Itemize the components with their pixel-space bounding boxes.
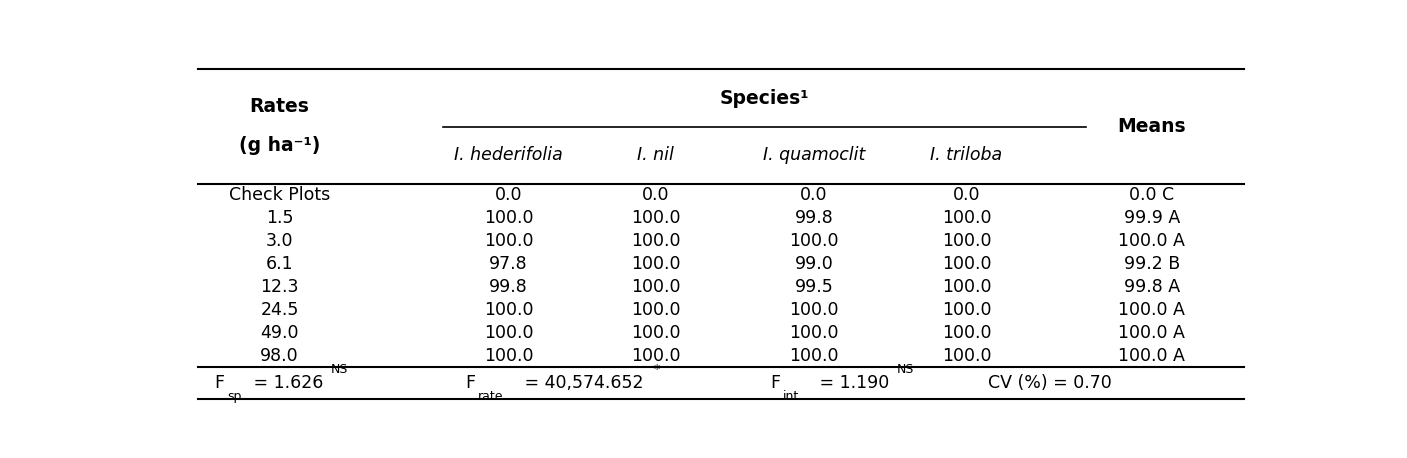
Text: 100.0: 100.0 <box>484 232 533 250</box>
Text: 100.0: 100.0 <box>941 255 991 273</box>
Text: I. triloba: I. triloba <box>930 147 1003 164</box>
Text: 0.0: 0.0 <box>953 186 981 204</box>
Text: I. hederifolia: I. hederifolia <box>454 147 563 164</box>
Text: 6.1: 6.1 <box>266 255 293 273</box>
Text: 100.0: 100.0 <box>484 301 533 319</box>
Text: 100.0: 100.0 <box>630 255 681 273</box>
Text: 99.0: 99.0 <box>795 255 833 273</box>
Text: I. quamoclit: I. quamoclit <box>763 147 865 164</box>
Text: 100.0: 100.0 <box>941 209 991 227</box>
Text: 100.0: 100.0 <box>630 324 681 342</box>
Text: 100.0: 100.0 <box>630 301 681 319</box>
Text: F: F <box>214 374 224 392</box>
Text: 0.0: 0.0 <box>495 186 522 204</box>
Text: 100.0: 100.0 <box>941 324 991 342</box>
Text: 100.0: 100.0 <box>941 347 991 365</box>
Text: sp: sp <box>227 390 242 403</box>
Text: *: * <box>654 363 660 376</box>
Text: rate: rate <box>478 390 504 403</box>
Text: 99.5: 99.5 <box>795 278 833 296</box>
Text: 49.0: 49.0 <box>260 324 298 342</box>
Text: 3.0: 3.0 <box>266 232 293 250</box>
Text: Means: Means <box>1117 117 1186 136</box>
Text: 100.0 A: 100.0 A <box>1119 301 1185 319</box>
Text: (g ha⁻¹): (g ha⁻¹) <box>239 136 321 155</box>
Text: I. nil: I. nil <box>637 147 674 164</box>
Text: 100.0: 100.0 <box>789 347 839 365</box>
Text: 100.0: 100.0 <box>789 232 839 250</box>
Text: = 40,574.652: = 40,574.652 <box>519 374 644 392</box>
Text: 1.5: 1.5 <box>266 209 293 227</box>
Text: CV (%) = 0.70: CV (%) = 0.70 <box>988 374 1112 392</box>
Text: 99.8: 99.8 <box>490 278 528 296</box>
Text: 100.0 A: 100.0 A <box>1119 347 1185 365</box>
Text: 100.0: 100.0 <box>789 324 839 342</box>
Text: 12.3: 12.3 <box>260 278 298 296</box>
Text: 100.0: 100.0 <box>630 278 681 296</box>
Text: 0.0 C: 0.0 C <box>1130 186 1175 204</box>
Text: 100.0: 100.0 <box>941 301 991 319</box>
Text: 97.8: 97.8 <box>490 255 528 273</box>
Text: Rates: Rates <box>249 98 310 116</box>
Text: 100.0: 100.0 <box>484 324 533 342</box>
Text: 100.0: 100.0 <box>484 347 533 365</box>
Text: 100.0: 100.0 <box>630 232 681 250</box>
Text: 100.0: 100.0 <box>630 209 681 227</box>
Text: Species¹: Species¹ <box>720 89 809 108</box>
Text: F: F <box>770 374 779 392</box>
Text: = 1.190: = 1.190 <box>815 374 889 392</box>
Text: 24.5: 24.5 <box>260 301 298 319</box>
Text: 99.2 B: 99.2 B <box>1124 255 1180 273</box>
Text: 98.0: 98.0 <box>260 347 298 365</box>
Text: 100.0: 100.0 <box>941 278 991 296</box>
Text: 100.0 A: 100.0 A <box>1119 324 1185 342</box>
Text: 100.0: 100.0 <box>630 347 681 365</box>
Text: 99.8 A: 99.8 A <box>1124 278 1180 296</box>
Text: Check Plots: Check Plots <box>229 186 331 204</box>
Text: NS: NS <box>331 363 348 376</box>
Text: 99.9 A: 99.9 A <box>1124 209 1180 227</box>
Text: 100.0: 100.0 <box>789 301 839 319</box>
Text: 100.0: 100.0 <box>484 209 533 227</box>
Text: int: int <box>784 390 799 403</box>
Text: = 1.626: = 1.626 <box>248 374 324 392</box>
Text: 0.0: 0.0 <box>642 186 670 204</box>
Text: NS: NS <box>898 363 915 376</box>
Text: F: F <box>464 374 474 392</box>
Text: 0.0: 0.0 <box>801 186 827 204</box>
Text: 99.8: 99.8 <box>795 209 833 227</box>
Text: 100.0 A: 100.0 A <box>1119 232 1185 250</box>
Text: 100.0: 100.0 <box>941 232 991 250</box>
